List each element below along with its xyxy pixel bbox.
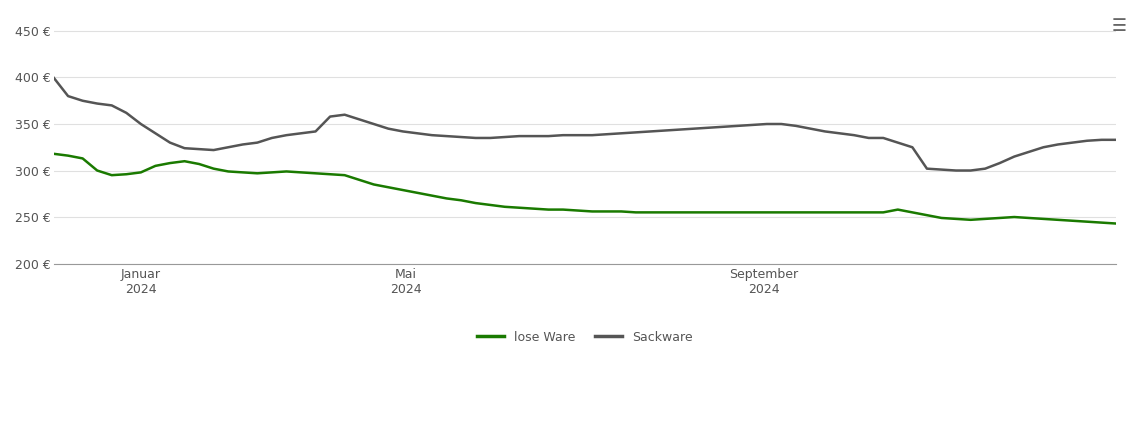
Legend: lose Ware, Sackware: lose Ware, Sackware	[472, 326, 698, 349]
Text: ☰: ☰	[1112, 17, 1126, 35]
